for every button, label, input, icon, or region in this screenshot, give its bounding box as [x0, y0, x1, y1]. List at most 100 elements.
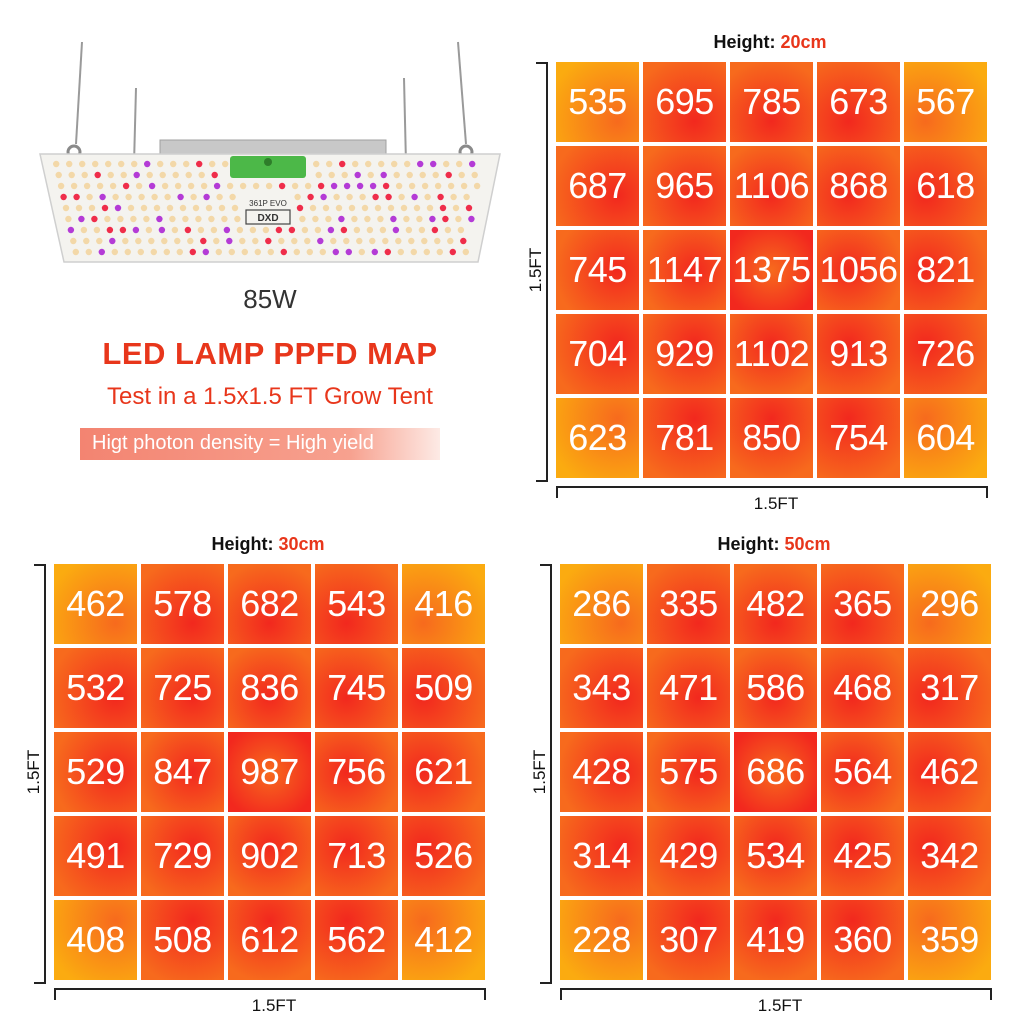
led-diode	[151, 193, 158, 201]
led-diode	[158, 226, 166, 234]
led-diode	[364, 215, 371, 223]
led-diode	[218, 204, 226, 212]
led-diode	[198, 171, 205, 179]
ppfd-panel-50cm: Height: 50cm 1.5FT 286 335 482 365 296 343 471…	[524, 530, 1004, 1024]
led-diode	[291, 237, 298, 245]
ppfd-cell: 586	[734, 648, 817, 728]
led-diode	[156, 215, 163, 223]
led-diode	[66, 160, 73, 168]
led-diode	[371, 248, 378, 256]
ppfd-cell: 745	[315, 648, 398, 728]
led-diode	[120, 171, 127, 179]
ppfd-cell: 695	[643, 62, 726, 142]
ppfd-cell: 704	[556, 314, 639, 394]
bottom-dimension-bracket	[556, 486, 988, 498]
led-diode	[86, 193, 93, 201]
ppfd-cell: 508	[141, 900, 224, 980]
led-diode	[293, 248, 300, 256]
led-diode	[166, 204, 174, 212]
led-diode	[138, 193, 145, 201]
led-diode	[132, 226, 140, 234]
led-diode	[317, 182, 325, 190]
led-diode	[161, 237, 168, 245]
ppfd-cell: 228	[560, 900, 643, 980]
led-diode	[118, 160, 125, 168]
led-diode	[209, 160, 216, 168]
panel-title: Height: 50cm	[564, 534, 984, 555]
ppfd-cell: 543	[315, 564, 398, 644]
led-diode	[124, 248, 131, 256]
led-diode	[135, 237, 142, 245]
led-diode	[421, 237, 428, 245]
side-dimension-label: 1.5FT	[526, 247, 545, 293]
side-dimension-label: 1.5FT	[24, 749, 43, 795]
led-diode	[403, 215, 410, 223]
led-diode	[444, 226, 452, 234]
ppfd-cell: 296	[908, 564, 991, 644]
height-value: 20cm	[780, 32, 827, 52]
led-diode	[65, 215, 72, 223]
bottom-dimension-label: 1.5FT	[251, 996, 297, 1015]
led-diode	[335, 204, 343, 212]
ppfd-cell: 342	[908, 816, 991, 896]
led-diode	[405, 226, 413, 234]
led-diode	[67, 226, 75, 234]
led-diode	[109, 182, 117, 190]
led-diode	[304, 237, 311, 245]
led-diode	[354, 171, 361, 179]
ppfd-cell: 785	[730, 62, 813, 142]
led-diode	[314, 226, 322, 234]
ppfd-cell: 618	[904, 146, 987, 226]
led-diode	[170, 160, 177, 168]
led-diode	[111, 248, 119, 256]
led-diode	[369, 237, 376, 245]
ppfd-cell: 729	[141, 816, 224, 896]
led-diode	[408, 237, 415, 245]
led-diode	[252, 182, 260, 190]
led-diode	[437, 193, 444, 201]
led-diode	[210, 226, 218, 234]
ppfd-cell: 612	[228, 900, 311, 980]
led-diode	[400, 204, 408, 212]
led-diode	[99, 193, 106, 201]
ppfd-cell: 1106	[730, 146, 813, 226]
led-diode	[330, 182, 338, 190]
led-diode	[418, 226, 426, 234]
led-diode	[57, 182, 65, 190]
led-diode	[351, 215, 358, 223]
led-diode	[190, 193, 197, 201]
led-diode	[439, 204, 447, 212]
led-diode	[358, 248, 365, 256]
led-diode	[343, 237, 350, 245]
led-diode	[107, 171, 114, 179]
ppfd-cell: 578	[141, 564, 224, 644]
led-diode	[411, 193, 418, 201]
led-diode	[213, 237, 220, 245]
ppfd-cell: 623	[556, 398, 639, 478]
led-diode	[153, 204, 161, 212]
ppfd-cell: 682	[228, 564, 311, 644]
ppfd-cell: 317	[908, 648, 991, 728]
led-diode	[346, 193, 353, 201]
led-diode	[215, 248, 222, 256]
ppfd-cell: 286	[560, 564, 643, 644]
ppfd-cell: 428	[560, 732, 643, 812]
yield-banner-text: Higt photon density = High yield	[92, 432, 374, 454]
led-diode	[146, 171, 153, 179]
led-diode	[431, 226, 439, 234]
led-diode	[185, 171, 192, 179]
ppfd-cell: 836	[228, 648, 311, 728]
height-label: Height:	[713, 32, 776, 52]
ppfd-cell: 335	[647, 564, 730, 644]
led-diode	[70, 182, 78, 190]
led-diode	[83, 182, 91, 190]
led-diode	[241, 248, 248, 256]
ppfd-cell: 781	[643, 398, 726, 478]
ppfd-cell: 365	[821, 564, 904, 644]
ppfd-cell: 416	[402, 564, 485, 644]
led-diode	[73, 193, 80, 201]
ppfd-cell: 425	[821, 816, 904, 896]
led-diode	[309, 204, 317, 212]
ppfd-cell: 575	[647, 732, 730, 812]
led-diode	[174, 182, 182, 190]
